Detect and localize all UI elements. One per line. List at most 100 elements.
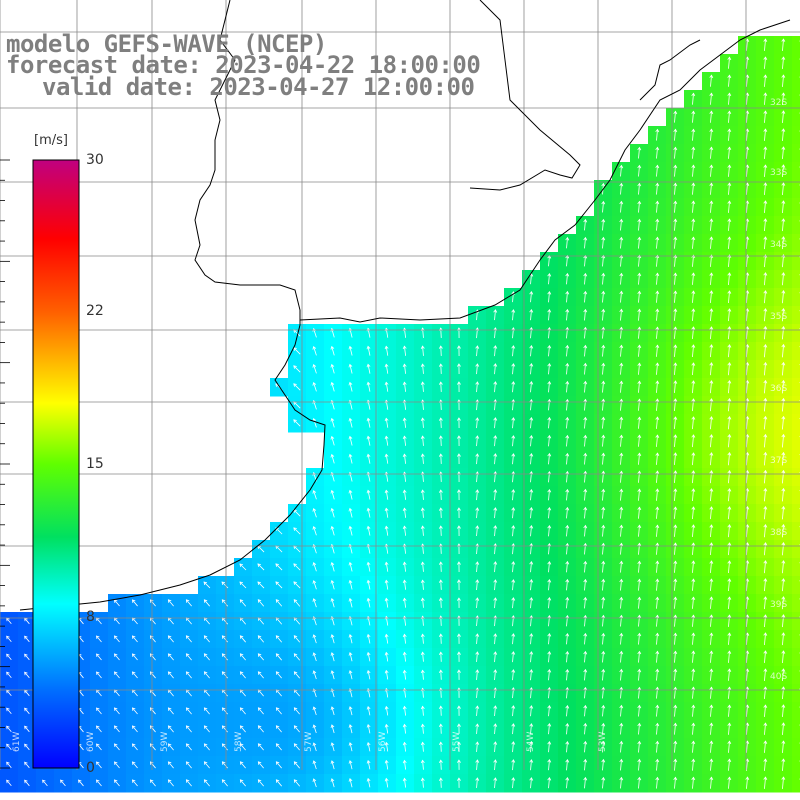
- wind-arrow: [727, 704, 732, 717]
- wind-arrow: [655, 776, 660, 789]
- wind-arrow: [384, 381, 389, 392]
- wind-arrow: [293, 671, 300, 679]
- wind-arrow: [637, 326, 642, 339]
- wind-arrow: [781, 505, 786, 520]
- wind-arrow: [457, 777, 461, 788]
- wind-arrow: [366, 435, 371, 446]
- wind-arrow: [257, 707, 264, 715]
- wind-arrow: [96, 635, 102, 643]
- wind-arrow: [673, 344, 678, 357]
- wind-cell: [792, 306, 800, 325]
- wind-arrow: [131, 653, 138, 661]
- wind-arrow: [547, 380, 552, 393]
- wind-arrow: [673, 380, 678, 393]
- wind-arrow: [691, 92, 696, 105]
- wind-arrow: [275, 581, 283, 589]
- wind-arrow: [529, 651, 534, 663]
- wind-arrow: [78, 779, 84, 787]
- wind-arrow: [727, 110, 732, 123]
- wind-arrow: [691, 398, 696, 412]
- wind-arrow: [312, 598, 317, 608]
- wind-arrow: [565, 578, 570, 591]
- wind-arrow: [781, 758, 786, 771]
- wind-arrow: [348, 417, 353, 428]
- wind-arrow: [691, 362, 696, 376]
- wind-arrow: [655, 290, 660, 303]
- wind-arrow: [475, 633, 480, 645]
- wind-arrow: [438, 579, 443, 590]
- wind-arrow: [763, 469, 768, 484]
- wind-arrow: [655, 578, 660, 591]
- wind-arrow: [691, 110, 696, 123]
- wind-arrow: [781, 722, 786, 735]
- wind-arrow: [239, 725, 246, 733]
- wind-arrow: [655, 488, 660, 501]
- wind-arrow: [113, 743, 120, 751]
- wind-arrow: [709, 560, 714, 573]
- wind-arrow: [709, 488, 714, 502]
- wind-arrow: [691, 254, 696, 267]
- wind-arrow: [727, 560, 732, 574]
- wind-arrow: [619, 452, 624, 465]
- wind-arrow: [763, 722, 768, 735]
- wind-arrow: [655, 254, 660, 267]
- wind-arrow: [420, 597, 425, 608]
- wind-arrow: [727, 92, 732, 105]
- wind-arrow: [583, 326, 588, 339]
- wind-arrow: [727, 542, 732, 556]
- wind-arrow: [457, 417, 461, 429]
- wind-arrow: [529, 579, 534, 591]
- wind-arrow: [330, 435, 335, 446]
- wind-arrow: [655, 308, 660, 321]
- wind-arrow: [239, 761, 246, 769]
- wind-arrow: [167, 671, 174, 679]
- wind-arrow: [565, 776, 570, 789]
- wind-arrow: [763, 451, 768, 466]
- wind-arrow: [402, 435, 407, 446]
- wind-arrow: [673, 578, 678, 591]
- wind-arrow: [384, 561, 389, 572]
- wind-arrow: [691, 218, 696, 231]
- wind-arrow: [167, 725, 174, 733]
- wind-cell: [792, 198, 800, 217]
- wind-arrow: [511, 777, 516, 789]
- wind-arrow: [493, 669, 498, 681]
- wind-arrow: [781, 596, 786, 610]
- wind-arrow: [763, 128, 768, 141]
- wind-arrow: [565, 524, 570, 537]
- wind-arrow: [547, 615, 552, 627]
- wind-arrow: [583, 452, 588, 465]
- wind-arrow: [402, 741, 407, 752]
- wind-arrow: [601, 218, 606, 231]
- wind-arrow: [529, 669, 534, 681]
- lat-label: 38S: [770, 528, 788, 538]
- lon-label: 53W: [598, 731, 608, 752]
- wind-arrow: [691, 542, 696, 555]
- wind-arrow: [366, 525, 371, 536]
- wind-arrow: [402, 777, 407, 788]
- wind-arrow: [583, 650, 588, 663]
- wind-arrow: [529, 345, 534, 357]
- wind-cell: [792, 252, 800, 271]
- wind-arrow: [673, 704, 678, 717]
- wind-arrow: [384, 741, 389, 752]
- wind-arrow: [691, 128, 696, 141]
- wind-arrow: [457, 453, 461, 465]
- wind-cell: [792, 54, 800, 73]
- wind-arrow: [420, 453, 425, 464]
- wind-arrow: [475, 561, 480, 573]
- wind-arrow: [655, 614, 660, 627]
- wind-arrow: [384, 345, 389, 356]
- wind-arrow: [24, 635, 30, 643]
- wind-arrow: [221, 743, 228, 751]
- wind-arrow: [420, 435, 425, 446]
- wind-arrow: [547, 777, 552, 789]
- wind-arrow: [673, 722, 678, 735]
- wind-arrow: [709, 596, 714, 609]
- wind-arrow: [619, 650, 624, 663]
- lon-label: 55W: [452, 731, 462, 752]
- wind-arrow: [709, 704, 714, 717]
- wind-arrow: [763, 38, 768, 51]
- wind-arrow: [655, 380, 660, 393]
- wind-arrow: [529, 777, 534, 789]
